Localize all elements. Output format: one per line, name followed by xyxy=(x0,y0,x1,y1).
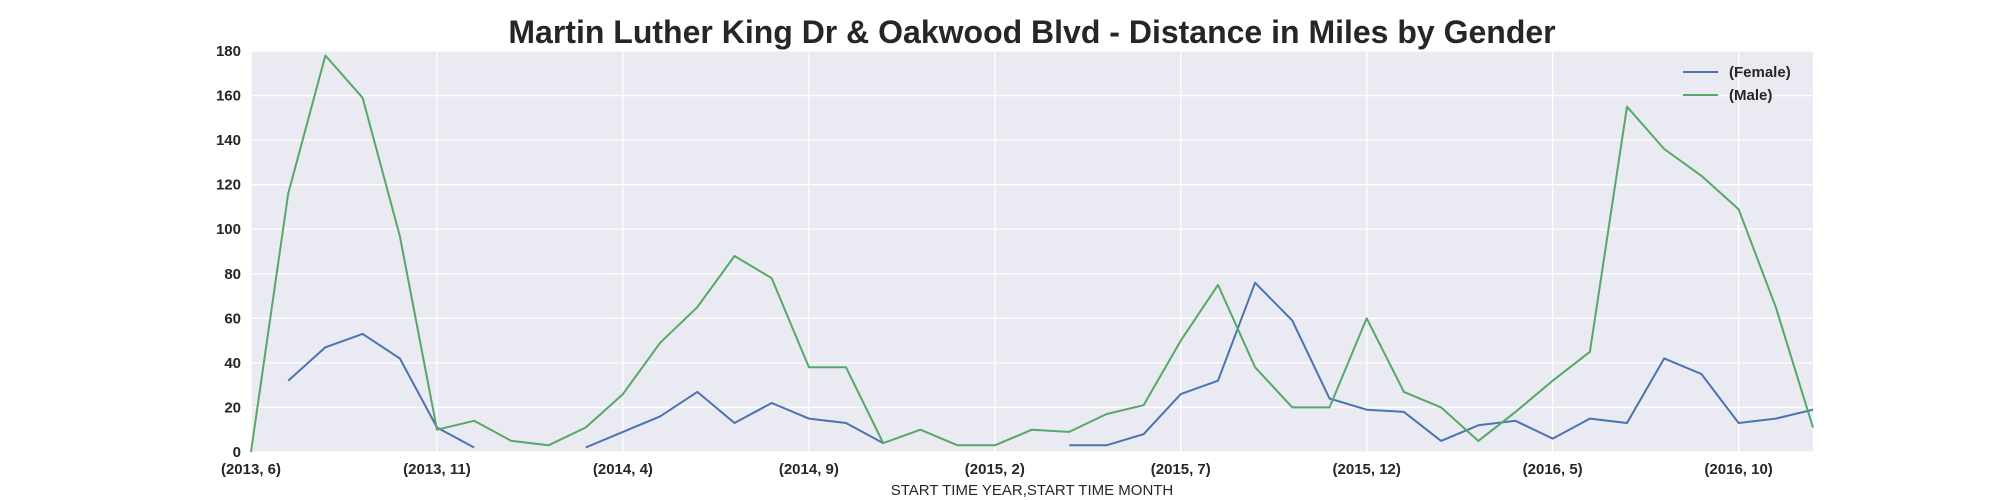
series-line-female xyxy=(287,281,1814,449)
y-tick-label: 120 xyxy=(216,177,241,194)
plot-area xyxy=(251,51,1813,452)
legend: (Female) (Male) xyxy=(1683,64,1791,104)
series-lines xyxy=(250,54,1814,453)
x-tick-label: (2014, 9) xyxy=(779,461,839,478)
x-tick-label: (2013, 6) xyxy=(221,461,281,478)
y-tick-label: 20 xyxy=(224,399,241,416)
y-axis-ticks: 0 20 40 60 80 100 120 140 160 180 xyxy=(216,43,241,461)
x-tick-label: (2016, 10) xyxy=(1704,461,1772,478)
x-tick-label: (2014, 4) xyxy=(593,461,653,478)
y-tick-label: 160 xyxy=(216,88,241,105)
y-tick-label: 0 xyxy=(233,444,241,461)
x-tick-label: (2015, 7) xyxy=(1151,461,1211,478)
x-axis-ticks: (2013, 6) (2013, 11) (2014, 4) (2014, 9) (20… xyxy=(221,461,1773,478)
y-tick-label: 60 xyxy=(224,310,241,327)
x-tick-label: (2015, 2) xyxy=(965,461,1025,478)
legend-label: (Female) xyxy=(1729,64,1791,81)
x-tick-label: (2015, 12) xyxy=(1333,461,1401,478)
x-axis-label: START TIME YEAR,START TIME MONTH xyxy=(891,482,1174,499)
y-tick-label: 100 xyxy=(216,221,241,238)
chart-title: Martin Luther King Dr & Oakwood Blvd - D… xyxy=(508,14,1555,50)
legend-label: (Male) xyxy=(1729,87,1772,104)
y-tick-label: 80 xyxy=(224,266,241,283)
y-tick-label: 140 xyxy=(216,132,241,149)
series-line-male xyxy=(250,54,1814,453)
y-tick-label: 180 xyxy=(216,43,241,60)
grid-lines xyxy=(250,50,1813,453)
x-tick-label: (2013, 11) xyxy=(403,461,471,478)
x-tick-label: (2016, 5) xyxy=(1523,461,1583,478)
y-tick-label: 40 xyxy=(224,355,241,372)
